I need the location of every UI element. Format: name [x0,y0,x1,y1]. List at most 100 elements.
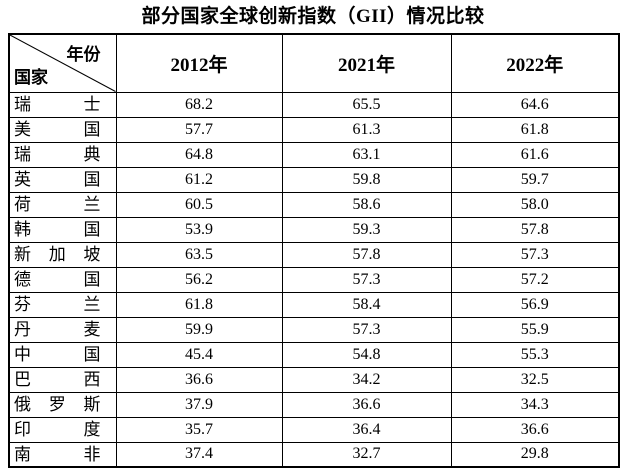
table-row: 中国 45.4 54.8 55.3 [8,341,620,368]
table-row: 芬兰 61.8 58.4 56.9 [8,291,620,318]
value-cell: 68.2 [115,91,283,118]
value-cell: 64.8 [115,141,283,168]
country-char: 国 [83,170,101,189]
country-name: 俄罗斯 [10,393,115,416]
value-cell: 34.3 [450,391,620,418]
country-char: 巴 [14,370,31,389]
country-name: 瑞士 [10,93,115,116]
column-header-2021: 2021年 [281,33,452,93]
value-cell: 57.7 [115,116,283,143]
table-row: 韩国 53.9 59.3 57.8 [8,216,620,243]
country-char: 英 [14,170,31,189]
gii-table: 年份 国家 2012年 2021年 2022年 瑞士 68.2 65.5 64.… [8,33,620,468]
value-cell: 64.6 [450,91,620,118]
country-char: 兰 [83,195,101,214]
value-cell: 34.2 [281,366,452,393]
country-char: 国 [83,120,101,139]
value-cell: 59.3 [281,216,452,243]
value-cell: 57.3 [281,316,452,343]
value-cell: 35.7 [115,416,283,443]
country-cell: 英国 [8,166,117,193]
table-row: 荷兰 60.5 58.6 58.0 [8,191,620,218]
country-name: 印度 [10,418,115,441]
country-char: 南 [14,444,31,464]
value-cell: 57.8 [281,241,452,268]
value-cell: 29.8 [450,441,620,468]
country-name: 荷兰 [10,193,115,216]
country-name: 英国 [10,168,115,191]
country-char: 丹 [14,320,31,339]
country-char: 俄 [14,395,31,414]
table-row: 瑞士 68.2 65.5 64.6 [8,91,620,118]
country-cell: 荷兰 [8,191,117,218]
table-row: 英国 61.2 59.8 59.7 [8,166,620,193]
value-cell: 57.8 [450,216,620,243]
value-cell: 60.5 [115,191,283,218]
value-cell: 59.8 [281,166,452,193]
value-cell: 45.4 [115,341,283,368]
country-char: 坡 [83,245,101,264]
value-cell: 59.7 [450,166,620,193]
value-cell: 57.3 [450,241,620,268]
country-cell: 德国 [8,266,117,293]
country-char: 国 [83,270,101,289]
country-name: 芬兰 [10,293,115,316]
value-cell: 63.5 [115,241,283,268]
column-header-2012: 2012年 [115,33,283,93]
country-name: 美国 [10,118,115,141]
value-cell: 36.4 [281,416,452,443]
country-char: 新 [14,245,31,264]
country-char: 西 [83,370,101,389]
country-char: 中 [14,345,31,364]
country-name: 德国 [10,268,115,291]
country-char: 麦 [83,320,101,339]
country-char: 兰 [83,295,101,314]
table-row: 丹麦 59.9 57.3 55.9 [8,316,620,343]
country-cell: 巴西 [8,366,117,393]
country-char: 瑞 [14,95,31,114]
country-cell: 丹麦 [8,316,117,343]
value-cell: 37.9 [115,391,283,418]
country-name: 南非 [10,443,115,466]
country-cell: 瑞典 [8,141,117,168]
value-cell: 54.8 [281,341,452,368]
country-name: 韩国 [10,218,115,241]
value-cell: 63.1 [281,141,452,168]
header-row: 年份 国家 2012年 2021年 2022年 [8,33,620,93]
country-cell: 瑞士 [8,91,117,118]
value-cell: 58.4 [281,291,452,318]
country-name: 瑞典 [10,143,115,166]
country-char: 印 [14,420,31,439]
country-cell: 芬兰 [8,291,117,318]
country-char: 荷 [14,195,31,214]
value-cell: 61.8 [450,116,620,143]
table-row: 印度 35.7 36.4 36.6 [8,416,620,443]
value-cell: 65.5 [281,91,452,118]
value-cell: 56.2 [115,266,283,293]
country-char: 德 [14,270,31,289]
corner-label-country: 国家 [14,67,48,87]
table-row: 巴西 36.6 34.2 32.5 [8,366,620,393]
country-name: 新加坡 [10,243,115,266]
value-cell: 55.9 [450,316,620,343]
value-cell: 36.6 [281,391,452,418]
country-char: 典 [83,145,101,164]
value-cell: 61.8 [115,291,283,318]
country-cell: 韩国 [8,216,117,243]
country-name: 巴西 [10,368,115,391]
country-name: 中国 [10,343,115,366]
table-row: 南非 37.4 32.7 29.8 [8,441,620,468]
column-header-2022: 2022年 [450,33,620,93]
value-cell: 36.6 [450,416,620,443]
country-char: 瑞 [14,145,31,164]
value-cell: 57.3 [281,266,452,293]
country-char: 韩 [14,220,31,239]
country-cell: 南非 [8,441,117,468]
table-title: 部分国家全球创新指数（GII）情况比较 [141,6,485,27]
corner-header-cell: 年份 国家 [8,33,117,93]
table-row: 德国 56.2 57.3 57.2 [8,266,620,293]
table-body: 瑞士 68.2 65.5 64.6 美国 57.7 61.3 61.8 瑞典 6… [8,91,620,468]
country-char: 罗 [48,395,66,414]
table-row: 瑞典 64.8 63.1 61.6 [8,141,620,168]
